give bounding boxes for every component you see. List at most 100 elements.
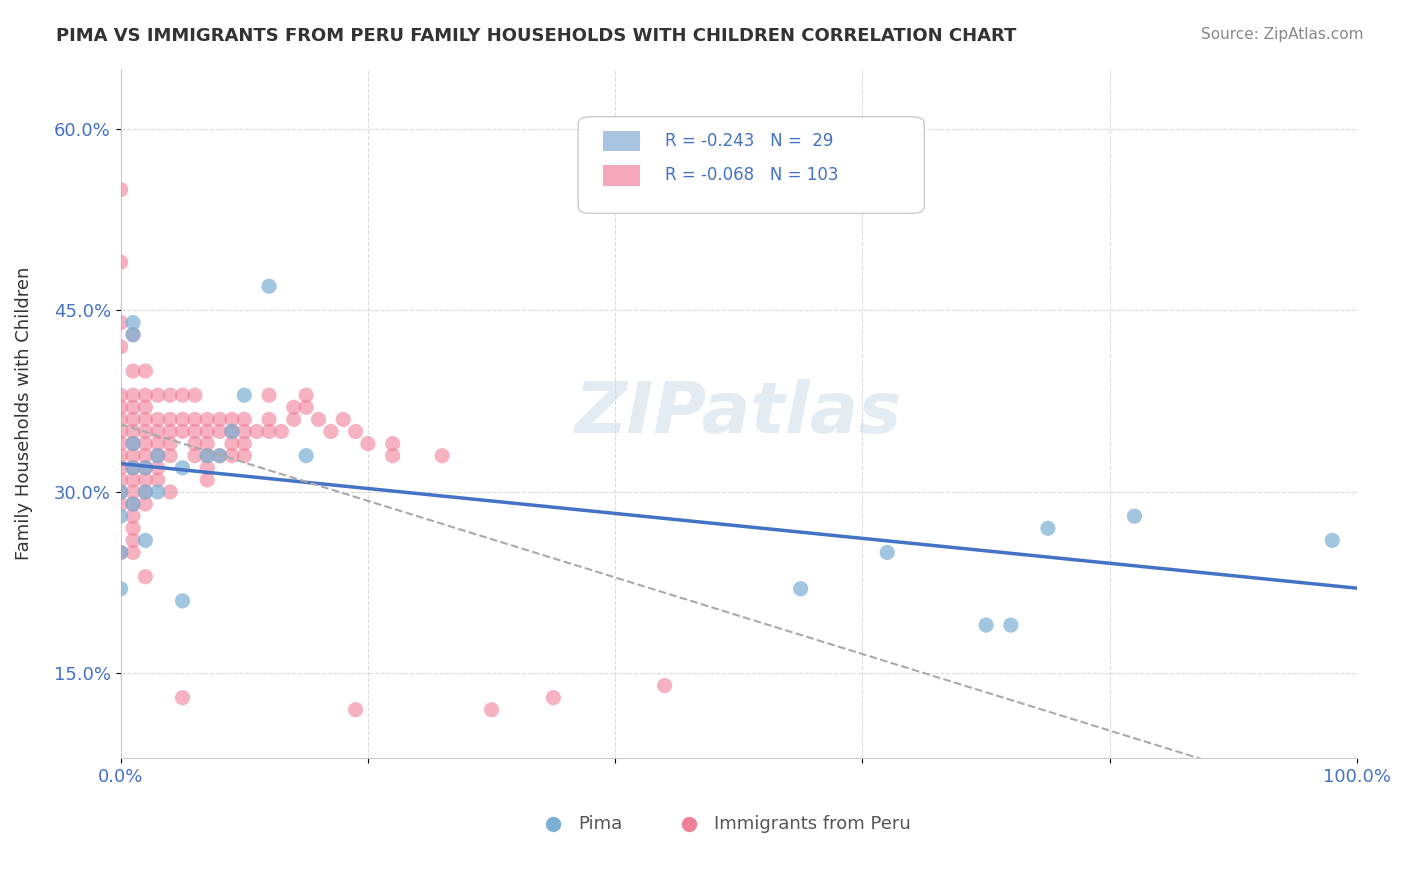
Point <box>295 449 318 463</box>
FancyBboxPatch shape <box>603 165 640 186</box>
Point <box>134 449 156 463</box>
Point <box>332 412 354 426</box>
Point <box>146 412 169 426</box>
Point <box>146 436 169 450</box>
Point <box>122 545 145 559</box>
Point <box>172 690 194 705</box>
Point <box>110 509 132 524</box>
Point <box>146 485 169 500</box>
Point <box>122 388 145 402</box>
Point <box>233 436 256 450</box>
Point <box>134 497 156 511</box>
Point <box>110 425 132 439</box>
Point <box>1036 521 1059 535</box>
Point <box>195 449 218 463</box>
Point <box>344 425 367 439</box>
Point <box>110 497 132 511</box>
Point <box>344 703 367 717</box>
Point <box>110 473 132 487</box>
Point <box>159 388 181 402</box>
Point <box>122 533 145 548</box>
Point <box>146 473 169 487</box>
Point <box>134 436 156 450</box>
Point <box>184 449 207 463</box>
Point <box>876 545 898 559</box>
Point <box>110 401 132 415</box>
Point <box>172 460 194 475</box>
Point <box>1000 618 1022 632</box>
Point <box>1123 509 1146 524</box>
Point <box>295 388 318 402</box>
Point <box>246 425 269 439</box>
Point <box>122 327 145 342</box>
Point <box>146 388 169 402</box>
Point <box>134 485 156 500</box>
Point <box>122 460 145 475</box>
Point <box>122 316 145 330</box>
Point <box>184 388 207 402</box>
Point <box>233 388 256 402</box>
Text: R = -0.243   N =  29: R = -0.243 N = 29 <box>665 132 832 150</box>
Point <box>122 436 145 450</box>
Point <box>283 412 305 426</box>
Point <box>134 460 156 475</box>
Point <box>122 425 145 439</box>
Point <box>134 569 156 583</box>
Point <box>110 485 132 500</box>
Point <box>184 425 207 439</box>
Point <box>543 690 565 705</box>
Point <box>122 460 145 475</box>
Point <box>195 473 218 487</box>
Text: Pima: Pima <box>578 814 623 832</box>
Point <box>257 412 280 426</box>
Point <box>122 364 145 378</box>
Point <box>319 425 342 439</box>
Point <box>146 449 169 463</box>
Point <box>110 255 132 269</box>
Point <box>122 449 145 463</box>
Point <box>110 460 132 475</box>
Point <box>233 449 256 463</box>
Point <box>134 533 156 548</box>
Point <box>257 279 280 293</box>
Point <box>233 425 256 439</box>
Point <box>122 436 145 450</box>
Text: R = -0.068   N = 103: R = -0.068 N = 103 <box>665 167 838 185</box>
Point <box>110 582 132 596</box>
Point <box>481 703 503 717</box>
Point <box>221 425 243 439</box>
Text: ZIPatlas: ZIPatlas <box>575 379 903 448</box>
Point <box>233 412 256 426</box>
Point <box>295 401 318 415</box>
Point <box>122 485 145 500</box>
Point <box>974 618 997 632</box>
Point <box>381 449 404 463</box>
Point <box>195 449 218 463</box>
Point <box>122 412 145 426</box>
Point <box>357 436 380 450</box>
Point <box>110 316 132 330</box>
Point <box>172 412 194 426</box>
Text: PIMA VS IMMIGRANTS FROM PERU FAMILY HOUSEHOLDS WITH CHILDREN CORRELATION CHART: PIMA VS IMMIGRANTS FROM PERU FAMILY HOUS… <box>56 27 1017 45</box>
Point <box>208 449 231 463</box>
Point <box>146 449 169 463</box>
Point <box>654 679 676 693</box>
Point <box>789 582 811 596</box>
Point <box>270 425 292 439</box>
Point <box>221 436 243 450</box>
Point <box>195 436 218 450</box>
Point <box>1322 533 1344 548</box>
Text: Immigrants from Peru: Immigrants from Peru <box>714 814 911 832</box>
Point <box>122 497 145 511</box>
Point <box>381 436 404 450</box>
Point <box>134 401 156 415</box>
Point <box>308 412 330 426</box>
Point <box>122 497 145 511</box>
Point <box>257 388 280 402</box>
FancyBboxPatch shape <box>578 117 924 213</box>
Point <box>122 473 145 487</box>
Point <box>159 412 181 426</box>
Point <box>172 425 194 439</box>
Point <box>110 388 132 402</box>
Point <box>122 509 145 524</box>
